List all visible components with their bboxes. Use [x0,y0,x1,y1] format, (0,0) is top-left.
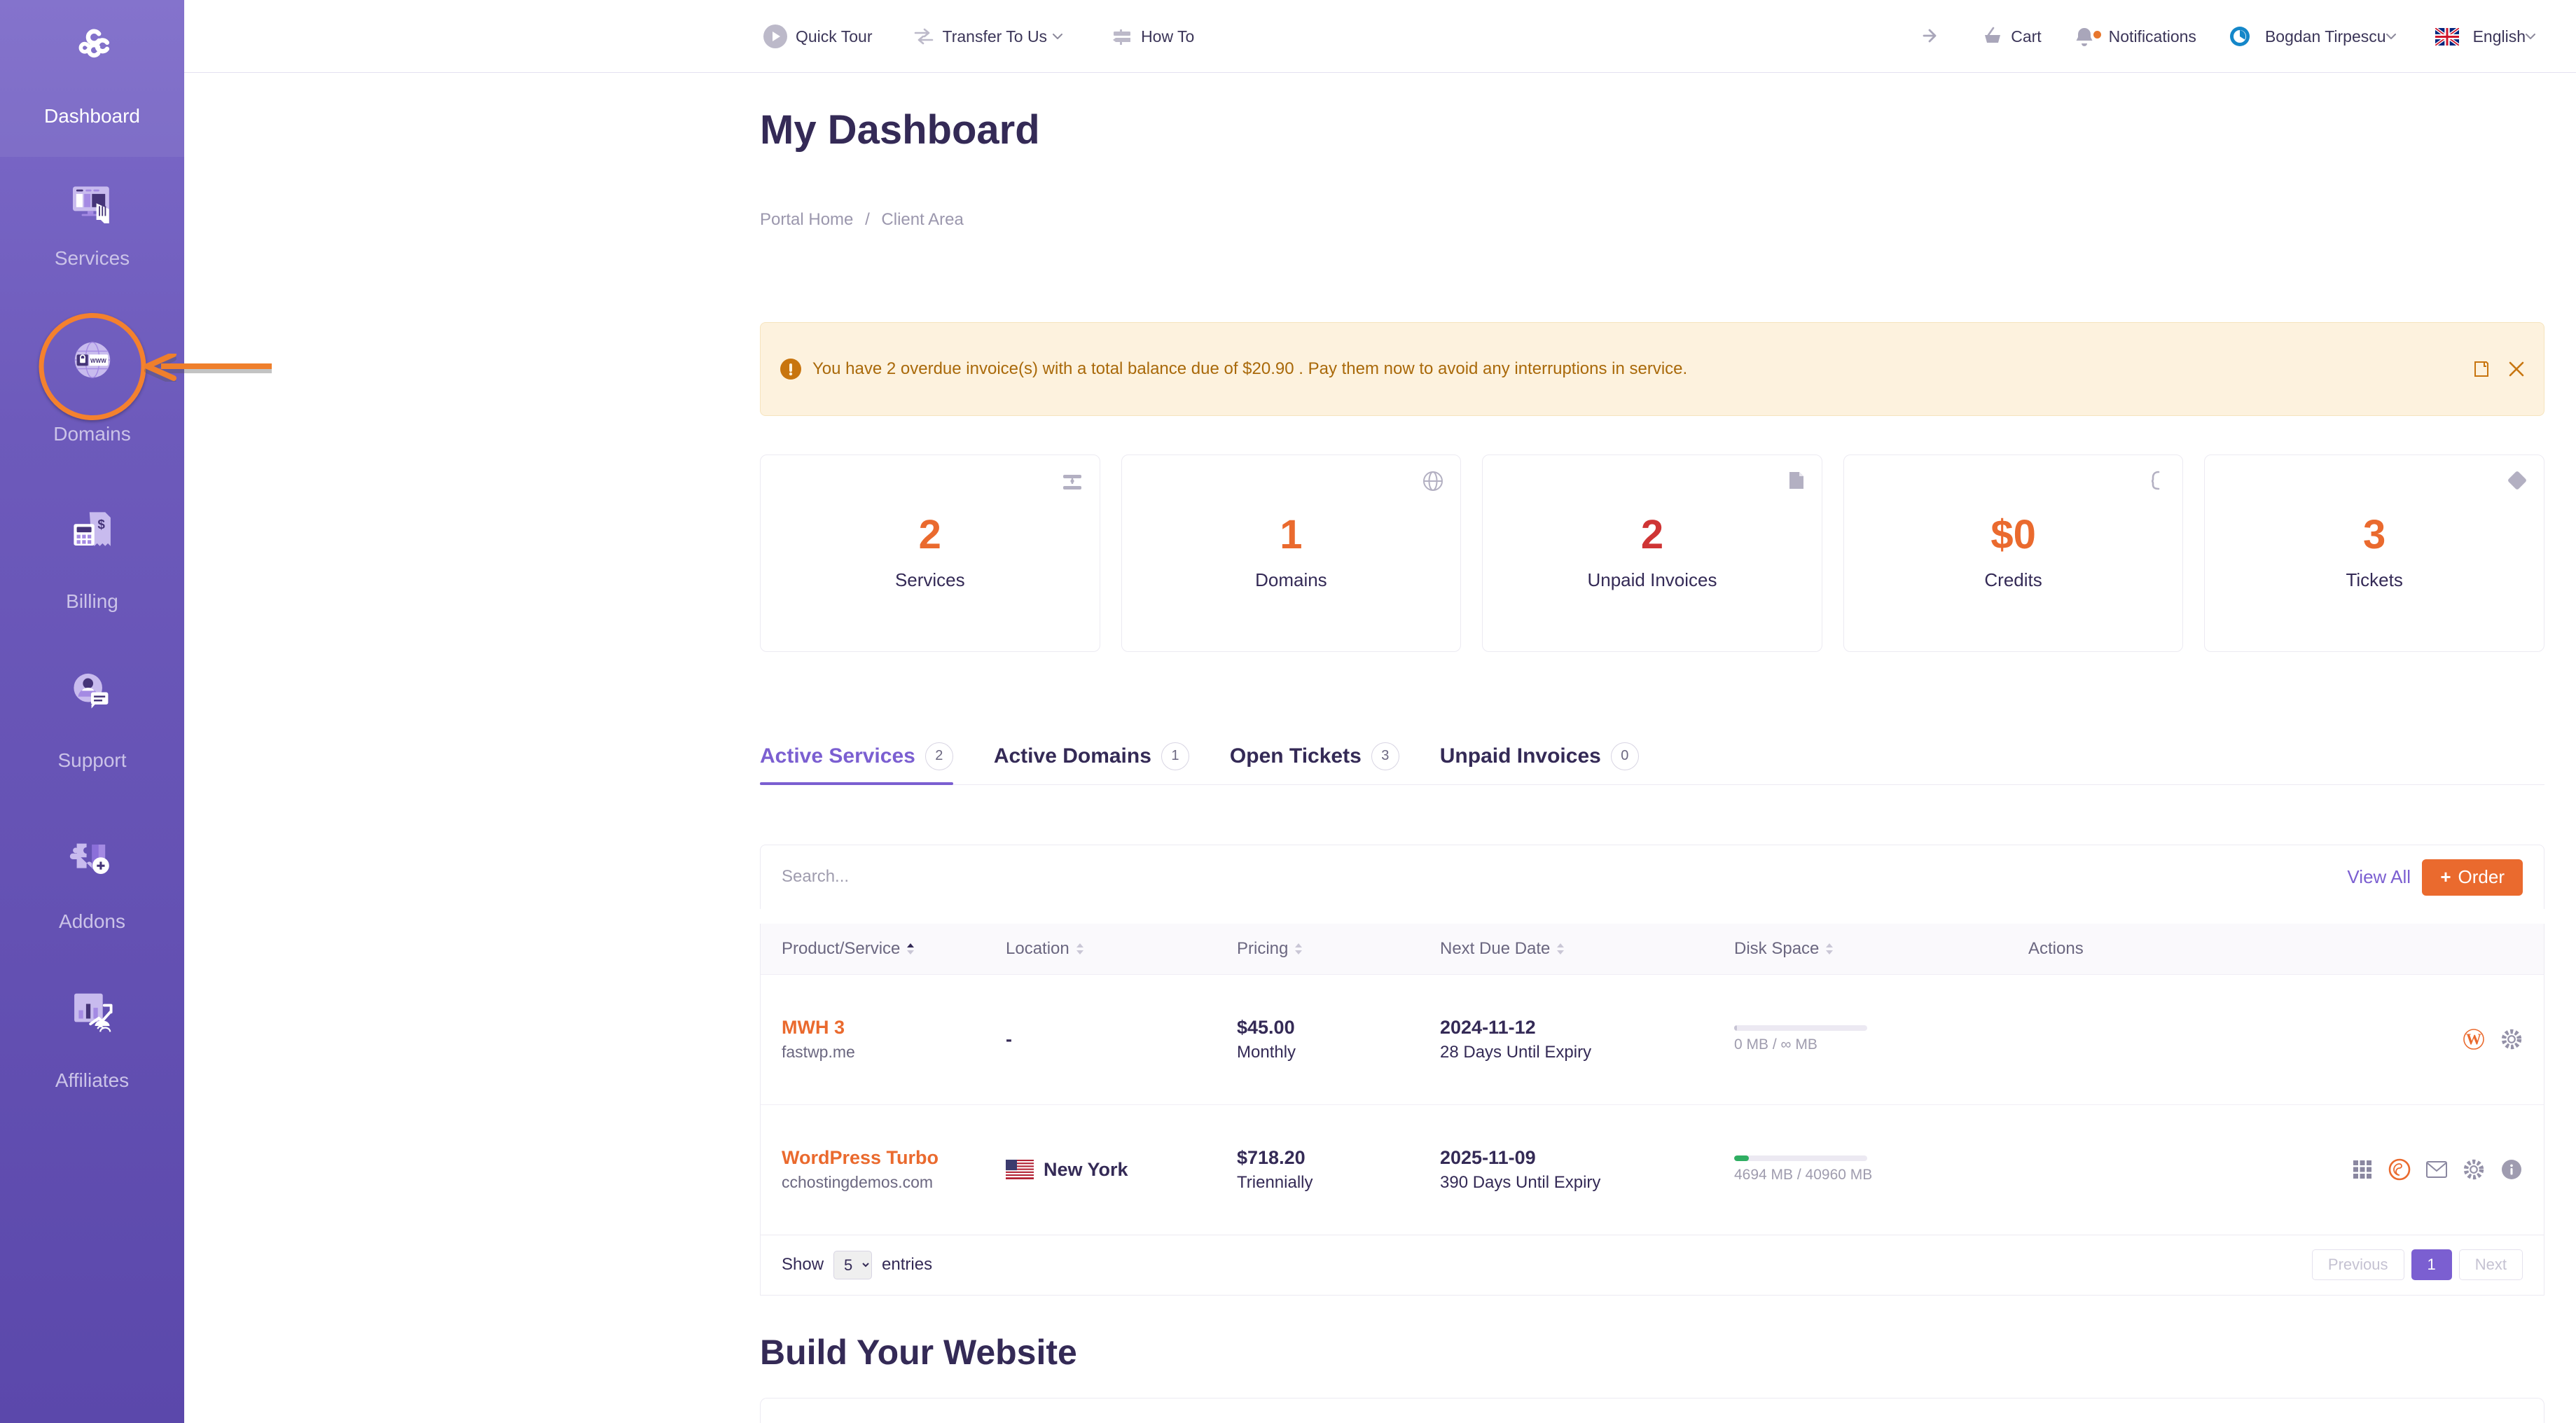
svg-text:$: $ [97,518,105,532]
svg-text:WWW: WWW [90,358,106,364]
svg-text:W: W [2466,1030,2481,1048]
